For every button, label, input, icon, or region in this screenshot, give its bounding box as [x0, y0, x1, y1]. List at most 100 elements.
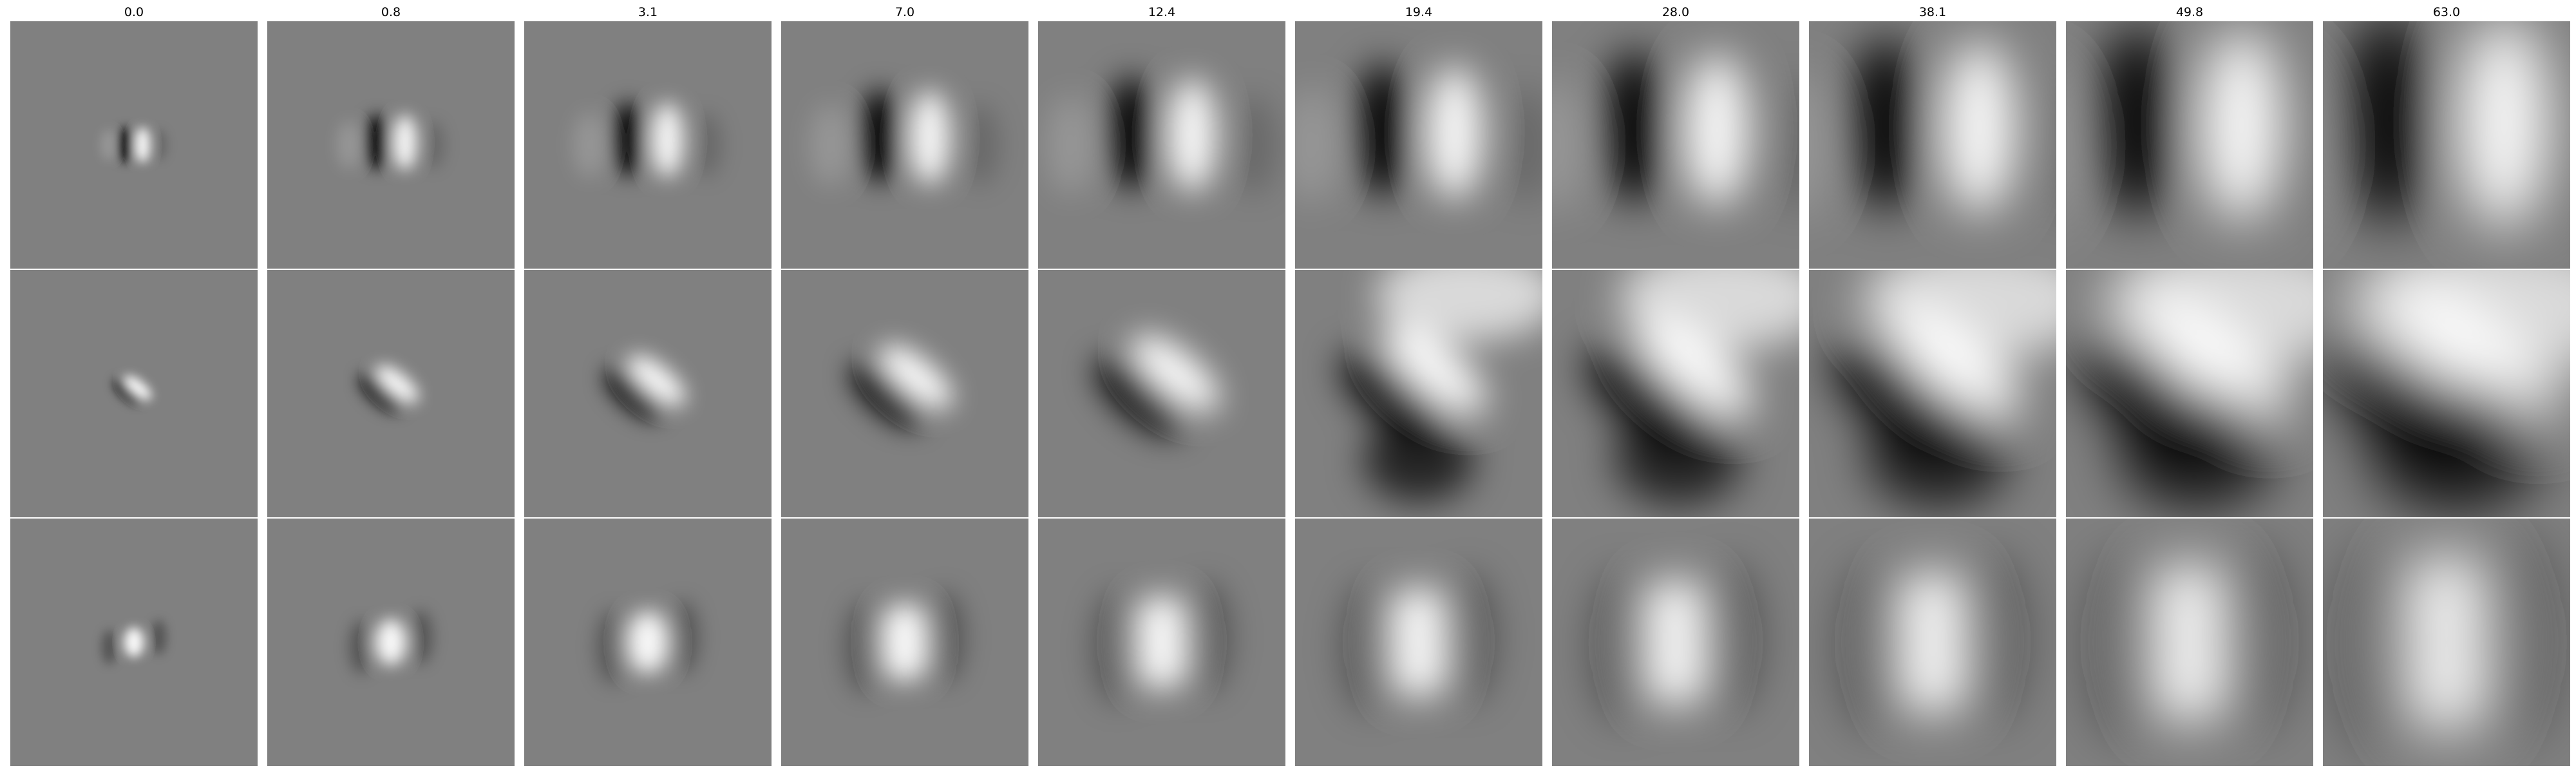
dark-lobe: [2368, 384, 2545, 517]
bright-lobe: [2105, 270, 2313, 369]
dark-lobe: [1865, 401, 2010, 510]
dark-lobe: [924, 591, 964, 683]
dark-lobe: [2036, 77, 2056, 213]
bright-lobe: [2066, 97, 2074, 193]
filter-image: [524, 21, 772, 269]
dark-lobe: [1614, 410, 1742, 506]
dark-lobe: [1602, 50, 1667, 204]
bright-lobe: [1046, 95, 1095, 195]
bright-lobe: [627, 611, 669, 674]
dark-lobe: [860, 88, 900, 184]
filter-tile: [524, 21, 772, 269]
dark-lobe: [1498, 86, 1542, 204]
filter-image: [2323, 21, 2570, 269]
filter-image: [1038, 21, 1285, 269]
filter-image: [1038, 519, 1285, 766]
bright-lobe: [880, 345, 952, 409]
filter-tile: [1809, 270, 2056, 517]
filter-tile: [10, 519, 258, 766]
bright-lobe: [1862, 270, 2056, 360]
dark-lobe: [1589, 573, 1654, 722]
bright-lobe: [628, 355, 686, 406]
bright-lobe: [910, 90, 950, 185]
filter-tile: [10, 21, 258, 269]
dark-lobe: [612, 101, 644, 177]
filter-tile: [267, 21, 515, 269]
dark-lobe: [2097, 24, 2178, 218]
bright-lobe: [1426, 66, 1482, 200]
column-title: 49.8: [2175, 5, 2204, 19]
dark-lobe: [846, 601, 886, 693]
dark-lobe: [1850, 37, 1922, 211]
filter-tile: [524, 270, 772, 517]
column-title: 28.0: [1662, 5, 1690, 19]
bright-lobe: [1633, 578, 1719, 707]
dark-lobe: [2213, 544, 2295, 731]
dark-lobe: [667, 600, 698, 674]
dark-lobe: [1107, 76, 1155, 191]
column-title: 0.0: [124, 5, 144, 19]
filter-image: [781, 519, 1028, 766]
bright-lobe: [124, 627, 144, 658]
filter-tile: [267, 519, 515, 766]
bright-lobe: [124, 376, 152, 400]
filter-image: [1552, 21, 1799, 269]
bright-lobe: [878, 602, 931, 682]
bright-lobe: [1943, 41, 2016, 215]
dark-lobe: [604, 368, 662, 420]
filter-image: [267, 519, 515, 766]
dark-lobe: [960, 103, 999, 187]
bright-lobe: [1552, 78, 1584, 212]
bright-lobe: [810, 103, 850, 187]
bright-lobe: [2136, 562, 2243, 723]
dark-lobe: [409, 610, 432, 664]
filter-tile: [2066, 21, 2313, 269]
bright-lobe: [375, 619, 406, 665]
dark-lobe: [113, 379, 142, 404]
bright-lobe: [1383, 324, 1486, 415]
filter-image: [2066, 21, 2313, 269]
filter-tile: [1809, 519, 2056, 766]
dark-lobe: [598, 611, 629, 684]
filter-image: [10, 270, 258, 517]
dark-lobe: [350, 620, 373, 674]
bright-lobe: [652, 102, 683, 178]
bright-lobe: [393, 115, 417, 171]
filter-tile: [1038, 21, 1285, 269]
column-title: 3.1: [638, 5, 658, 19]
filter-image: [781, 270, 1028, 517]
filter-image: [2066, 270, 2313, 517]
bright-lobe: [2349, 270, 2570, 378]
filter-image: [2323, 270, 2570, 517]
filter-tile: [2066, 519, 2313, 766]
dark-lobe: [1094, 591, 1141, 703]
dark-lobe: [2471, 534, 2561, 741]
filter-tile: [524, 519, 772, 766]
filter-image: [1809, 270, 2056, 517]
filter-image: [267, 270, 515, 517]
bright-lobe: [376, 365, 419, 403]
filter-image: [1552, 270, 1799, 517]
bright-lobe: [1375, 270, 1542, 341]
filter-image: [10, 21, 258, 269]
column-title: 19.4: [1405, 5, 1433, 19]
bright-lobe: [1295, 86, 1340, 204]
filter-image: [524, 519, 772, 766]
filter-tile: [1295, 270, 1542, 517]
dark-lobe: [2333, 544, 2422, 750]
dark-lobe: [118, 127, 133, 163]
filter-image: [781, 21, 1028, 269]
dark-lobe: [1698, 562, 1763, 712]
filter-image: [524, 270, 772, 517]
filter-image: [1295, 21, 1542, 269]
filter-image: [267, 21, 515, 269]
filter-tile: [781, 519, 1028, 766]
filter-tile: [1038, 270, 1285, 517]
filter-tile: [1552, 270, 1799, 517]
dark-lobe: [2117, 392, 2277, 513]
column-title: 63.0: [2432, 5, 2461, 19]
dark-lobe: [152, 129, 167, 161]
filter-tile: [781, 270, 1028, 517]
bright-lobe: [1685, 53, 1749, 207]
column-title: 7.0: [895, 5, 915, 19]
